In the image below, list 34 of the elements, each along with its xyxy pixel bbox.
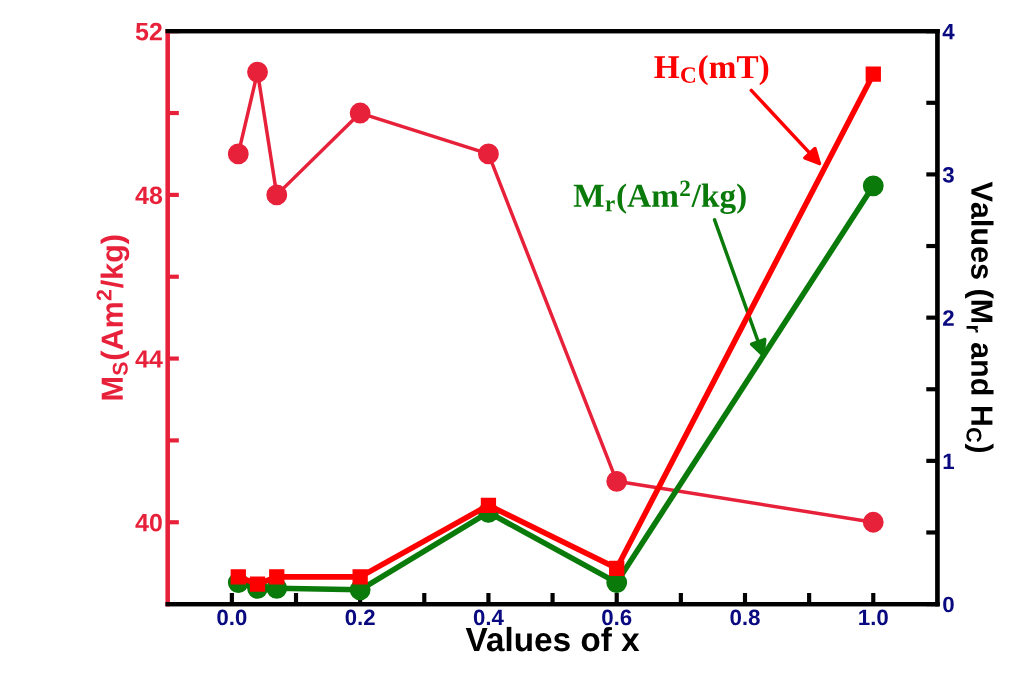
point xyxy=(352,569,368,585)
annotation: H$_{C}$(mT) xyxy=(654,54,769,86)
y2-tick-label: 2 xyxy=(943,310,954,326)
point xyxy=(862,511,884,533)
point xyxy=(249,576,266,592)
x-tick-label: 1.0 xyxy=(859,609,888,626)
y-tick-label: 44 xyxy=(135,350,163,368)
y-tick-label: 40 xyxy=(135,513,162,532)
point xyxy=(480,497,497,513)
y2-tick-label: 4 xyxy=(942,23,955,40)
y2-tick-label: 3 xyxy=(942,166,954,183)
point xyxy=(227,143,249,165)
annotation: M$_{r}$(Am$^{2}$/kg) xyxy=(573,180,746,215)
x-axis-title: Values of x xyxy=(465,626,640,652)
point xyxy=(862,175,884,197)
point xyxy=(609,560,625,576)
x-tick-label: 0.6 xyxy=(602,609,632,626)
y2-axis-title: Values (M$_{r}$ and H$_{C}$) xyxy=(965,181,994,453)
x-tick-label: 0.8 xyxy=(730,609,760,626)
point xyxy=(266,184,288,206)
point xyxy=(349,102,371,124)
point xyxy=(865,66,881,82)
point xyxy=(269,569,285,585)
y-tick-label: 52 xyxy=(135,22,162,41)
point xyxy=(478,143,499,165)
x-tick-label: 0.2 xyxy=(345,609,375,626)
y2-tick-label: 0 xyxy=(943,596,954,613)
point xyxy=(247,61,268,83)
y2-tick-label: 1 xyxy=(943,453,955,469)
x-tick-label: 0.4 xyxy=(473,609,504,626)
x-tick-label: 0.0 xyxy=(217,609,247,626)
y-axis-title: M$_{S}$(Am$^{2}$/kg) xyxy=(96,235,130,400)
point xyxy=(606,470,628,492)
y-tick-label: 48 xyxy=(135,186,163,205)
